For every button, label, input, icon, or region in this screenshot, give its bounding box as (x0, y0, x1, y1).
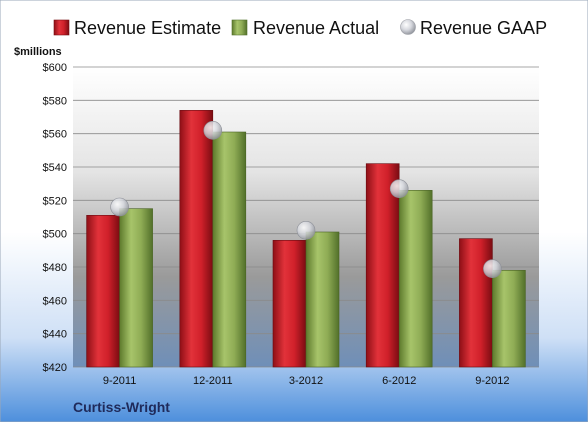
legend-swatch-estimate (53, 19, 70, 36)
x-tick-label: 9-2012 (475, 375, 509, 387)
legend-item-actual: Revenue Actual (231, 18, 379, 38)
x-tick-label: 3-2012 (289, 375, 323, 387)
legend-label-estimate: Revenue Estimate (74, 18, 221, 38)
gaap-marker (389, 179, 409, 198)
y-axis-ticks: $420 $440 $460 $480 $500 $520 $540 $560 $580 $600 (43, 62, 67, 374)
y-tick-label: $560 (43, 129, 67, 141)
x-tick-label: 12-2011 (193, 375, 233, 387)
gaap-marker (203, 121, 223, 140)
gaap-marker (483, 259, 502, 278)
legend-swatch-gaap (400, 19, 416, 35)
unit-label: $millions (14, 46, 62, 58)
legend-item-estimate: Revenue Estimate (53, 18, 221, 38)
bar-estimate (365, 163, 400, 368)
y-tick-label: $580 (43, 95, 67, 107)
y-tick-label: $540 (43, 162, 67, 174)
legend-swatch-actual (231, 19, 248, 36)
x-tick-label: 9-2011 (103, 375, 136, 387)
y-tick-label: $520 (43, 195, 67, 207)
y-tick-label: $440 (43, 329, 67, 341)
x-axis-ticks: 9-2011 12-2011 3-2012 6-2012 9-2012 (103, 375, 510, 387)
x-tick-label: 6-2012 (382, 375, 416, 387)
legend-label-actual: Revenue Actual (253, 18, 379, 38)
gaap-markers (110, 121, 502, 278)
y-tick-label: $600 (43, 62, 67, 74)
bar-estimate (179, 110, 214, 368)
y-tick-label: $500 (43, 229, 67, 241)
company-name: Curtiss-Wright (73, 399, 170, 415)
bar-estimate (459, 238, 493, 368)
bar-estimate (86, 215, 120, 368)
bars (86, 110, 526, 368)
bar-estimate (272, 240, 307, 368)
y-tick-label: $460 (43, 295, 67, 307)
y-tick-label: $480 (43, 262, 67, 274)
legend: Revenue Estimate Revenue Actual Revenue … (53, 18, 547, 38)
gaap-marker (110, 197, 129, 217)
bar-actual (212, 131, 247, 368)
bar-actual (119, 208, 153, 368)
legend-label-gaap: Revenue GAAP (420, 18, 547, 38)
gaap-marker (296, 221, 316, 240)
bar-actual (398, 190, 433, 368)
y-tick-label: $420 (43, 362, 67, 374)
bar-actual (492, 270, 526, 368)
legend-item-gaap: Revenue GAAP (400, 18, 547, 38)
bar-actual (305, 231, 340, 368)
